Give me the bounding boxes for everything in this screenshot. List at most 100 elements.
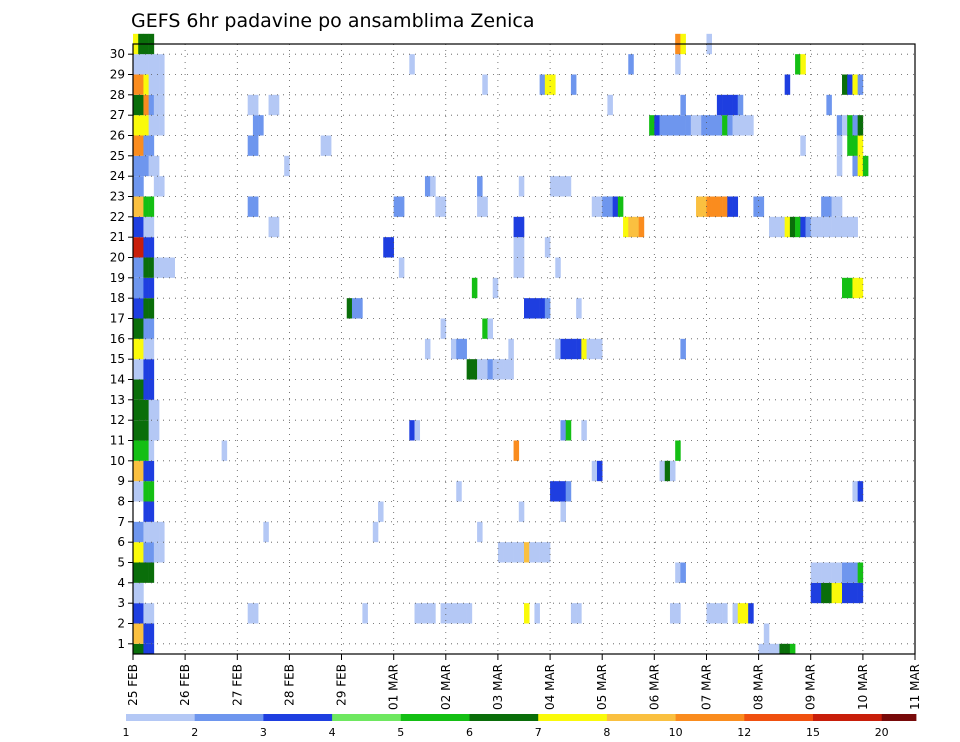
heatmap-cell — [847, 115, 853, 136]
heatmap-cell — [440, 603, 447, 624]
y-tick-label: 1 — [117, 637, 125, 651]
heatmap-cell — [842, 216, 848, 238]
heatmap-cell — [138, 216, 144, 238]
heatmap-cell — [623, 216, 629, 238]
heatmap-cell — [482, 74, 488, 95]
heatmap-cell — [143, 359, 149, 380]
heatmap-cell — [153, 176, 160, 197]
heatmap-cell — [795, 216, 801, 238]
y-axis: 1234567891011121314151617181920212223242… — [110, 47, 133, 651]
heatmap-cell — [550, 176, 556, 197]
heatmap-cell — [753, 196, 759, 217]
heatmap-cell — [529, 298, 535, 319]
x-tick-label: 26 FEB — [178, 664, 192, 706]
heatmap-cell — [148, 196, 155, 217]
heatmap-cell — [737, 603, 744, 624]
colorbar-label: 7 — [535, 726, 542, 739]
heatmap-cell — [596, 460, 603, 482]
heatmap-cell — [836, 155, 843, 177]
heatmap-cell — [565, 481, 572, 502]
heatmap-cell — [570, 603, 577, 624]
heatmap-cell — [852, 155, 858, 177]
heatmap-cell — [696, 115, 702, 136]
heatmap-cell — [680, 338, 686, 360]
heatmap-cell — [138, 54, 144, 75]
heatmap-cell — [534, 298, 540, 319]
heatmap-cell — [842, 115, 848, 136]
heatmap-cell — [138, 481, 144, 502]
heatmap-cell — [143, 379, 149, 400]
heatmap-cell — [513, 257, 520, 278]
heatmap-cell — [133, 54, 139, 75]
y-tick-label: 24 — [110, 169, 125, 183]
heatmap-cell — [143, 521, 149, 543]
heatmap-cell — [430, 176, 436, 197]
heatmap-cell — [466, 359, 473, 380]
heatmap-cell — [769, 216, 775, 238]
heatmap-cell — [409, 420, 415, 441]
heatmap-cell — [659, 115, 666, 136]
heatmap-cell — [138, 379, 144, 400]
heatmap-cell — [143, 501, 149, 522]
heatmap-cell — [518, 257, 525, 278]
colorbar-label: 2 — [191, 726, 198, 739]
heatmap-cell — [836, 562, 843, 583]
heatmap-cell — [133, 338, 139, 360]
heatmap-cell — [148, 562, 155, 583]
heatmap-cell — [596, 338, 603, 360]
heatmap-cell — [513, 440, 520, 461]
heatmap-cell — [669, 603, 676, 624]
heatmap-cell — [669, 115, 676, 136]
heatmap-cell — [779, 643, 785, 654]
heatmap-cell — [763, 643, 770, 654]
colorbar-swatch — [881, 714, 917, 721]
heatmap-cell — [852, 562, 858, 583]
heatmap-cell — [821, 216, 827, 238]
heatmap-cell — [565, 420, 572, 441]
heatmap-cell — [138, 237, 144, 258]
heatmap-cell — [701, 196, 707, 217]
heatmap-cell — [133, 94, 139, 116]
heatmap-cell — [143, 196, 149, 217]
heatmap-cell — [461, 338, 467, 360]
heatmap-cell — [779, 216, 785, 238]
colorbar-swatch — [606, 714, 676, 721]
heatmap-cell — [482, 359, 488, 380]
heatmap-cell — [539, 542, 546, 563]
heatmap-cell — [148, 359, 155, 380]
heatmap-cell — [852, 481, 858, 502]
colorbar-label: 10 — [669, 726, 683, 739]
heatmap-cell — [836, 135, 843, 156]
x-tick-label: 07 MAR — [700, 664, 714, 710]
heatmap-cell — [148, 54, 155, 75]
y-tick-label: 23 — [110, 190, 125, 204]
heatmap-cell — [518, 542, 525, 563]
heatmap-cell — [763, 623, 770, 644]
heatmap-cell — [148, 542, 155, 563]
heatmap-cell — [138, 257, 144, 278]
heatmap-cell — [440, 318, 447, 339]
heatmap-cell — [591, 338, 598, 360]
heatmap-cell — [737, 94, 744, 116]
heatmap-cell — [247, 196, 254, 217]
heatmap-cell — [847, 562, 853, 583]
heatmap-cell — [560, 338, 566, 360]
heatmap-cell — [810, 562, 817, 583]
heatmap-cell — [138, 460, 144, 482]
heatmap-cell — [138, 521, 144, 543]
heatmap-cell — [862, 155, 869, 177]
grid-lines — [133, 44, 915, 654]
heatmap-cell — [221, 440, 228, 461]
heatmap-cell — [153, 54, 160, 75]
y-tick-label: 28 — [110, 88, 125, 102]
heatmap-cell — [143, 440, 149, 461]
heatmap-cell — [456, 338, 462, 360]
heatmap-cell — [133, 135, 139, 156]
heatmap-cell — [143, 542, 149, 563]
heatmap-cell — [696, 196, 702, 217]
colorbar-label: 12 — [737, 726, 751, 739]
heatmap-cell — [800, 54, 806, 75]
heatmap-cell — [628, 216, 634, 238]
heatmap-cell — [133, 216, 139, 238]
heatmap-cell — [576, 338, 582, 360]
